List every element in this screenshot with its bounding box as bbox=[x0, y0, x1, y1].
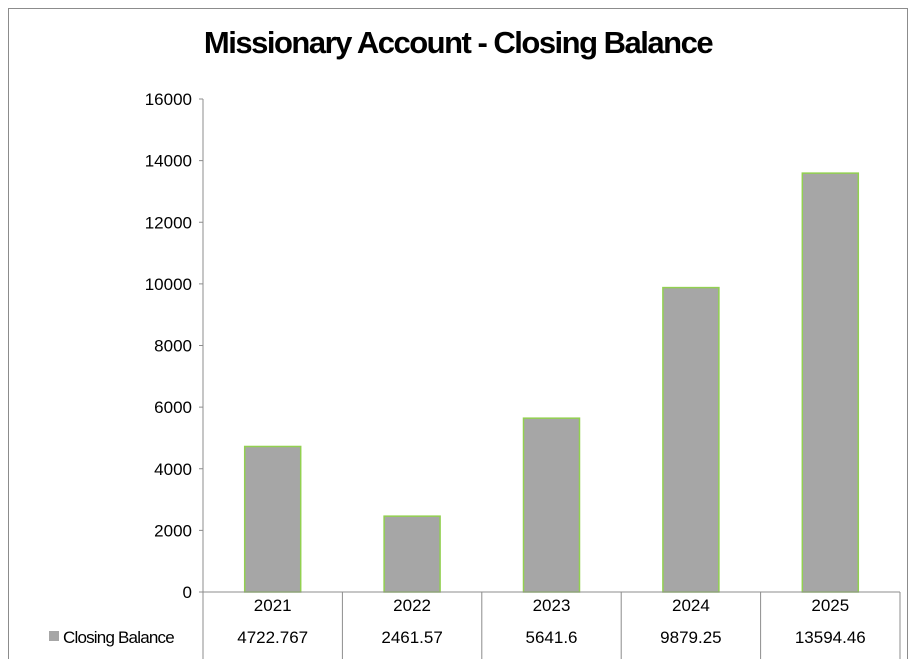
y-tick-label: 12000 bbox=[145, 213, 192, 232]
y-tick-label: 8000 bbox=[154, 337, 192, 356]
legend-label: Closing Balance bbox=[63, 628, 174, 647]
y-tick-label: 10000 bbox=[145, 275, 192, 294]
x-tick-label: 2025 bbox=[811, 596, 849, 615]
data-table-value: 9879.25 bbox=[660, 628, 721, 647]
data-table-value: 13594.46 bbox=[795, 628, 866, 647]
y-tick-label: 0 bbox=[183, 583, 192, 602]
bar-2023[interactable] bbox=[522, 417, 581, 593]
bar-2025[interactable] bbox=[801, 172, 860, 593]
y-tick-label: 4000 bbox=[154, 460, 192, 479]
legend-swatch bbox=[49, 631, 59, 641]
bar-2021[interactable] bbox=[243, 445, 302, 593]
bar-2022[interactable] bbox=[383, 515, 441, 593]
x-tick-label: 2021 bbox=[254, 596, 292, 615]
y-tick-label: 16000 bbox=[145, 90, 192, 109]
bar-2024[interactable] bbox=[662, 286, 720, 593]
chart-area bbox=[8, 8, 908, 659]
y-tick-label: 14000 bbox=[145, 152, 192, 171]
y-tick-label: 6000 bbox=[154, 398, 192, 417]
data-table-value: 5641.6 bbox=[526, 628, 578, 647]
data-table-value: 4722.767 bbox=[237, 628, 308, 647]
x-tick-label: 2022 bbox=[393, 596, 431, 615]
x-tick-label: 2023 bbox=[533, 596, 571, 615]
data-table-value: 2461.57 bbox=[381, 628, 442, 647]
x-tick-label: 2024 bbox=[672, 596, 710, 615]
chart-title: Missionary Account - Closing Balance bbox=[203, 25, 714, 60]
y-tick-label: 2000 bbox=[154, 521, 192, 540]
